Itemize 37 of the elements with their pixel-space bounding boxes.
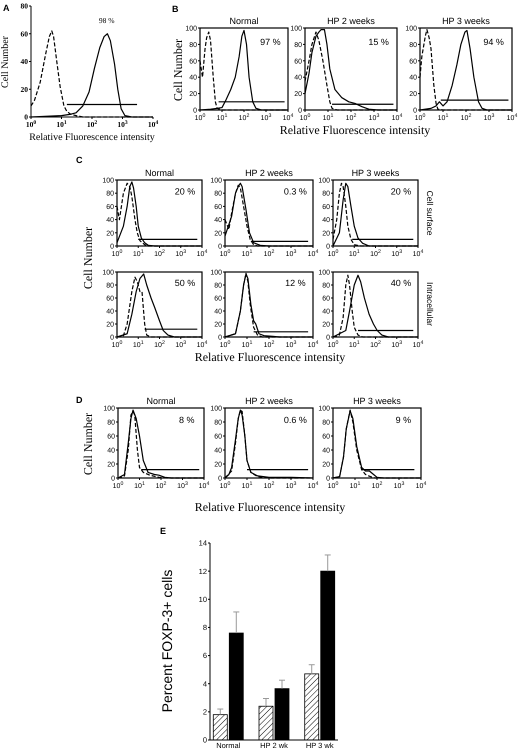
chart-title: Normal xyxy=(229,16,259,26)
annotation: 20 % xyxy=(174,186,196,196)
text: D xyxy=(76,395,83,405)
y-axis-title: Cell Number xyxy=(171,38,185,102)
chart-title: HP 2 weeks xyxy=(245,168,294,178)
annotation: 40 % xyxy=(390,278,412,288)
y2-axis-title: Cell surface xyxy=(425,190,435,236)
annotation: 15 % xyxy=(368,37,389,48)
chart-title: HP 3 weeks xyxy=(352,168,400,178)
y-axis-title: Cell Number xyxy=(81,226,95,290)
chart-title: Normal xyxy=(144,168,174,178)
text: A xyxy=(3,3,10,13)
y2-axis-title: Intracellular xyxy=(425,282,435,326)
text: E xyxy=(160,526,166,536)
text: B xyxy=(172,4,179,14)
annotation: 20 % xyxy=(390,186,412,196)
annotation: 9 % xyxy=(396,415,412,426)
annotation: 0.3 % xyxy=(284,186,307,196)
chart-title: Normal xyxy=(146,396,176,406)
x-axis-title: Relative Fluorescence intensity xyxy=(194,350,346,364)
chart-title: HP 2 weeks xyxy=(327,16,376,26)
y-axis-title: Percent FOXP-3+ cells xyxy=(159,570,175,712)
chart-title: HP 3 weeks xyxy=(353,396,402,406)
x-axis-title: Relative Fluorescence intensity xyxy=(280,123,430,137)
annotation: 97 % xyxy=(260,37,281,48)
chart-title: HP 2 weeks xyxy=(245,396,294,406)
annotation: 0.6 % xyxy=(284,415,307,426)
x-axis-title: Relative Fluorescence intensity xyxy=(194,500,346,514)
annotation: 94 % xyxy=(483,37,504,48)
y-axis-title: Cell Number xyxy=(0,35,11,88)
chart-title: HP 3 weeks xyxy=(442,16,490,26)
text: C xyxy=(76,155,83,165)
x-axis-title: Relative Fluorescence intensity xyxy=(29,132,155,143)
y-axis-title: Cell Number xyxy=(81,412,95,476)
annotation: 8 % xyxy=(179,415,195,426)
annotation: 50 % xyxy=(174,278,196,288)
annotation: 12 % xyxy=(285,278,306,288)
